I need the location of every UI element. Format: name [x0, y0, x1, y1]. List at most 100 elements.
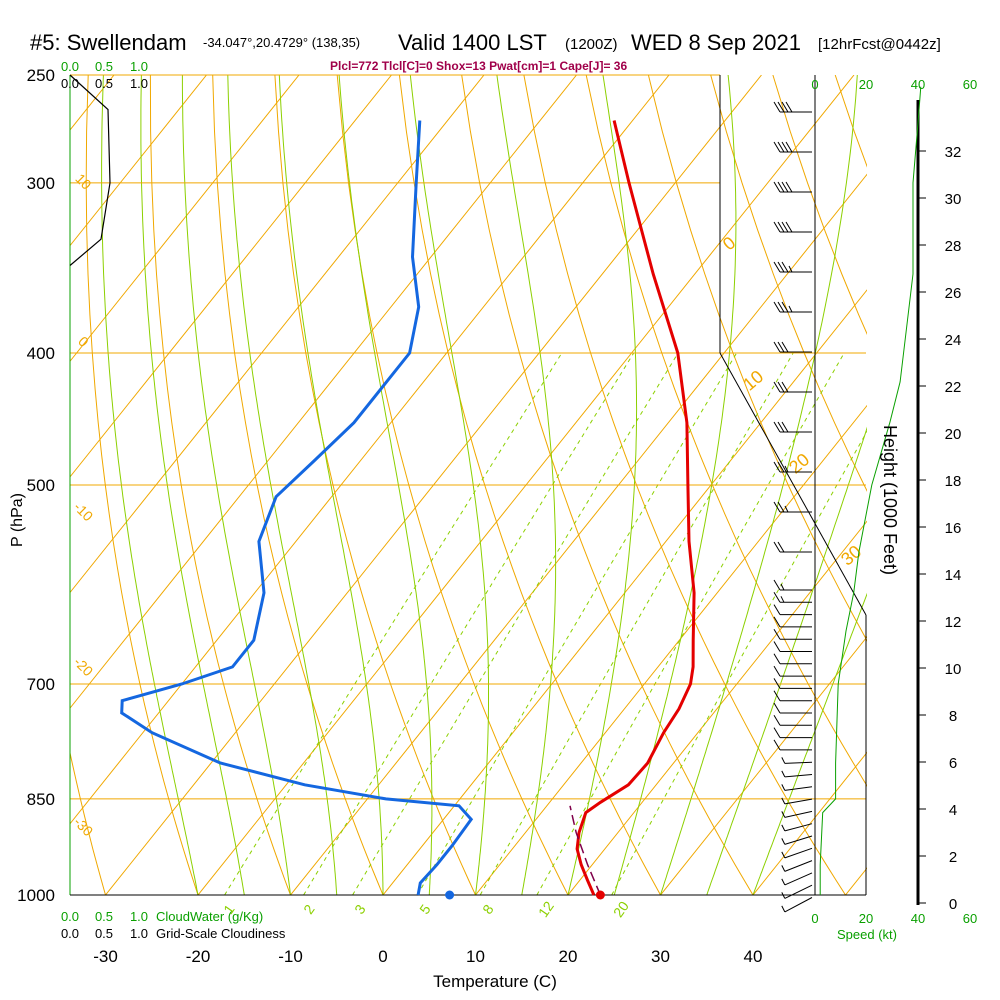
temperature-tick-label: 0 [378, 947, 387, 966]
wind-barbs [773, 101, 813, 913]
wind-barb-flag [777, 461, 785, 473]
wind-barb-flag [781, 261, 789, 273]
dry-adiabat-line [274, 75, 476, 895]
dry-adiabat-line [149, 75, 291, 895]
wind-barb-flag [777, 541, 785, 553]
chart-header: #5: Swellendam -34.047°,20.4729° (138,35… [30, 30, 941, 73]
wind-barb-flag [773, 690, 781, 701]
wind-barb-flag [773, 301, 781, 313]
wind-barb-staff [784, 761, 813, 764]
wind-barb-half-flag [788, 265, 793, 273]
parcel-curve [569, 805, 602, 896]
wind-barb-half-flag [781, 824, 786, 832]
wind-barb [773, 301, 812, 313]
wind-barb [773, 653, 812, 665]
wind-barb-flag [777, 101, 785, 113]
dry-adiabat-line [398, 75, 661, 895]
isotherm-label: 10 [72, 170, 94, 192]
cloudiness-tick-label-bottom: 1.0 [130, 926, 148, 941]
wind-barb [773, 381, 812, 393]
dry-adiabat-line [585, 75, 867, 787]
cloudwater-tick-label-bottom: 1.0 [130, 909, 148, 924]
isotherm-line [660, 636, 867, 895]
height-tick-label: 26 [945, 285, 962, 302]
moist-adiabat-line [140, 75, 245, 895]
wind-barb [773, 727, 812, 739]
speed-tick-label-bottom: 20 [859, 911, 873, 926]
wind-barb-flag [781, 381, 789, 393]
plot-frame [69, 75, 920, 905]
wind-barb-flag [773, 181, 781, 193]
wind-barb-half-flag [781, 878, 786, 886]
isotherm-line [752, 751, 867, 895]
mixing-ratio-label: 20 [610, 898, 632, 920]
isotherm-line [70, 75, 300, 363]
speed-axis-title: Speed (kt) [837, 927, 897, 942]
y-axis-title: P (hPa) [9, 493, 26, 547]
wind-barb-flag [773, 739, 781, 751]
wind-barb [781, 860, 813, 872]
dry-adiabat-line [647, 75, 867, 642]
wind-barb-flag [773, 461, 781, 473]
wind-barb-flag [777, 261, 785, 273]
isotherm-line [70, 75, 207, 247]
wind-barb-half-flag [780, 596, 785, 603]
wind-barb-flag [773, 628, 781, 640]
wind-barb-half-flag [788, 305, 793, 313]
height-tick-label: 28 [945, 238, 962, 255]
wind-barb [781, 757, 813, 764]
wind-barb [773, 541, 812, 553]
moist-adiabat-line [660, 75, 858, 895]
wind-barb-flag [773, 261, 781, 273]
wind-barb-flag [773, 616, 781, 628]
wind-barb-flag [777, 301, 785, 313]
wind-barb-flag [781, 421, 789, 433]
wind-barb-flag [773, 665, 781, 677]
wind-barb-flag [777, 421, 785, 433]
height-tick-label: 18 [945, 473, 962, 490]
pressure-tick-label: 850 [27, 790, 55, 809]
cloudiness-tick-label-bottom: 0.5 [95, 926, 113, 941]
height-tick-label: 32 [945, 144, 962, 161]
speed-tick-label-top: 20 [859, 77, 873, 92]
wind-barb-flag [777, 501, 785, 513]
isotherm-label: -20 [71, 654, 97, 680]
pressure-tick-label: 250 [27, 66, 55, 85]
wind-barb-half-flag [781, 892, 786, 899]
wind-barb-flag [785, 181, 793, 193]
wind-barb-flag [777, 341, 785, 353]
moist-adiabat-line [409, 75, 489, 895]
wind-barb [773, 261, 812, 273]
height-tick-label: 2 [949, 849, 957, 866]
wind-barb-flag [777, 221, 785, 233]
wind-barb-staff [784, 810, 813, 818]
wind-barb-flag [773, 541, 781, 553]
pressure-tick-label: 400 [27, 344, 55, 363]
dry-adiabat-label: 20 [785, 449, 813, 477]
forecast-tag: [12hrFcst@0442z] [818, 36, 941, 53]
cloudiness-title: Grid-Scale Cloudiness [156, 926, 286, 941]
isotherm-label: -10 [71, 499, 97, 525]
wind-barb-flag [781, 341, 789, 353]
height-tick-label: 6 [949, 755, 957, 772]
height-tick-label: 0 [949, 896, 957, 913]
moist-adiabat-line [706, 426, 867, 895]
pressure-tick-label: 700 [27, 675, 55, 694]
wind-barb [781, 847, 813, 859]
valid-time: Valid 1400 LST [398, 30, 547, 55]
pressure-tick-label: 500 [27, 476, 55, 495]
mixing-ratio-label: 12 [535, 898, 557, 920]
wind-barb-flag [773, 381, 781, 393]
wind-barb-flag [773, 727, 781, 738]
wind-barb [773, 702, 812, 714]
temperature-tick-label: -20 [186, 947, 211, 966]
temperature-tick-label: 20 [559, 947, 578, 966]
temperature-tick-label: -30 [93, 947, 118, 966]
dry-adiabat-line [710, 75, 867, 492]
dewpoint-curve [120, 120, 474, 896]
surface-temperature-marker [595, 890, 605, 900]
wind-barb-half-flag [781, 865, 786, 872]
